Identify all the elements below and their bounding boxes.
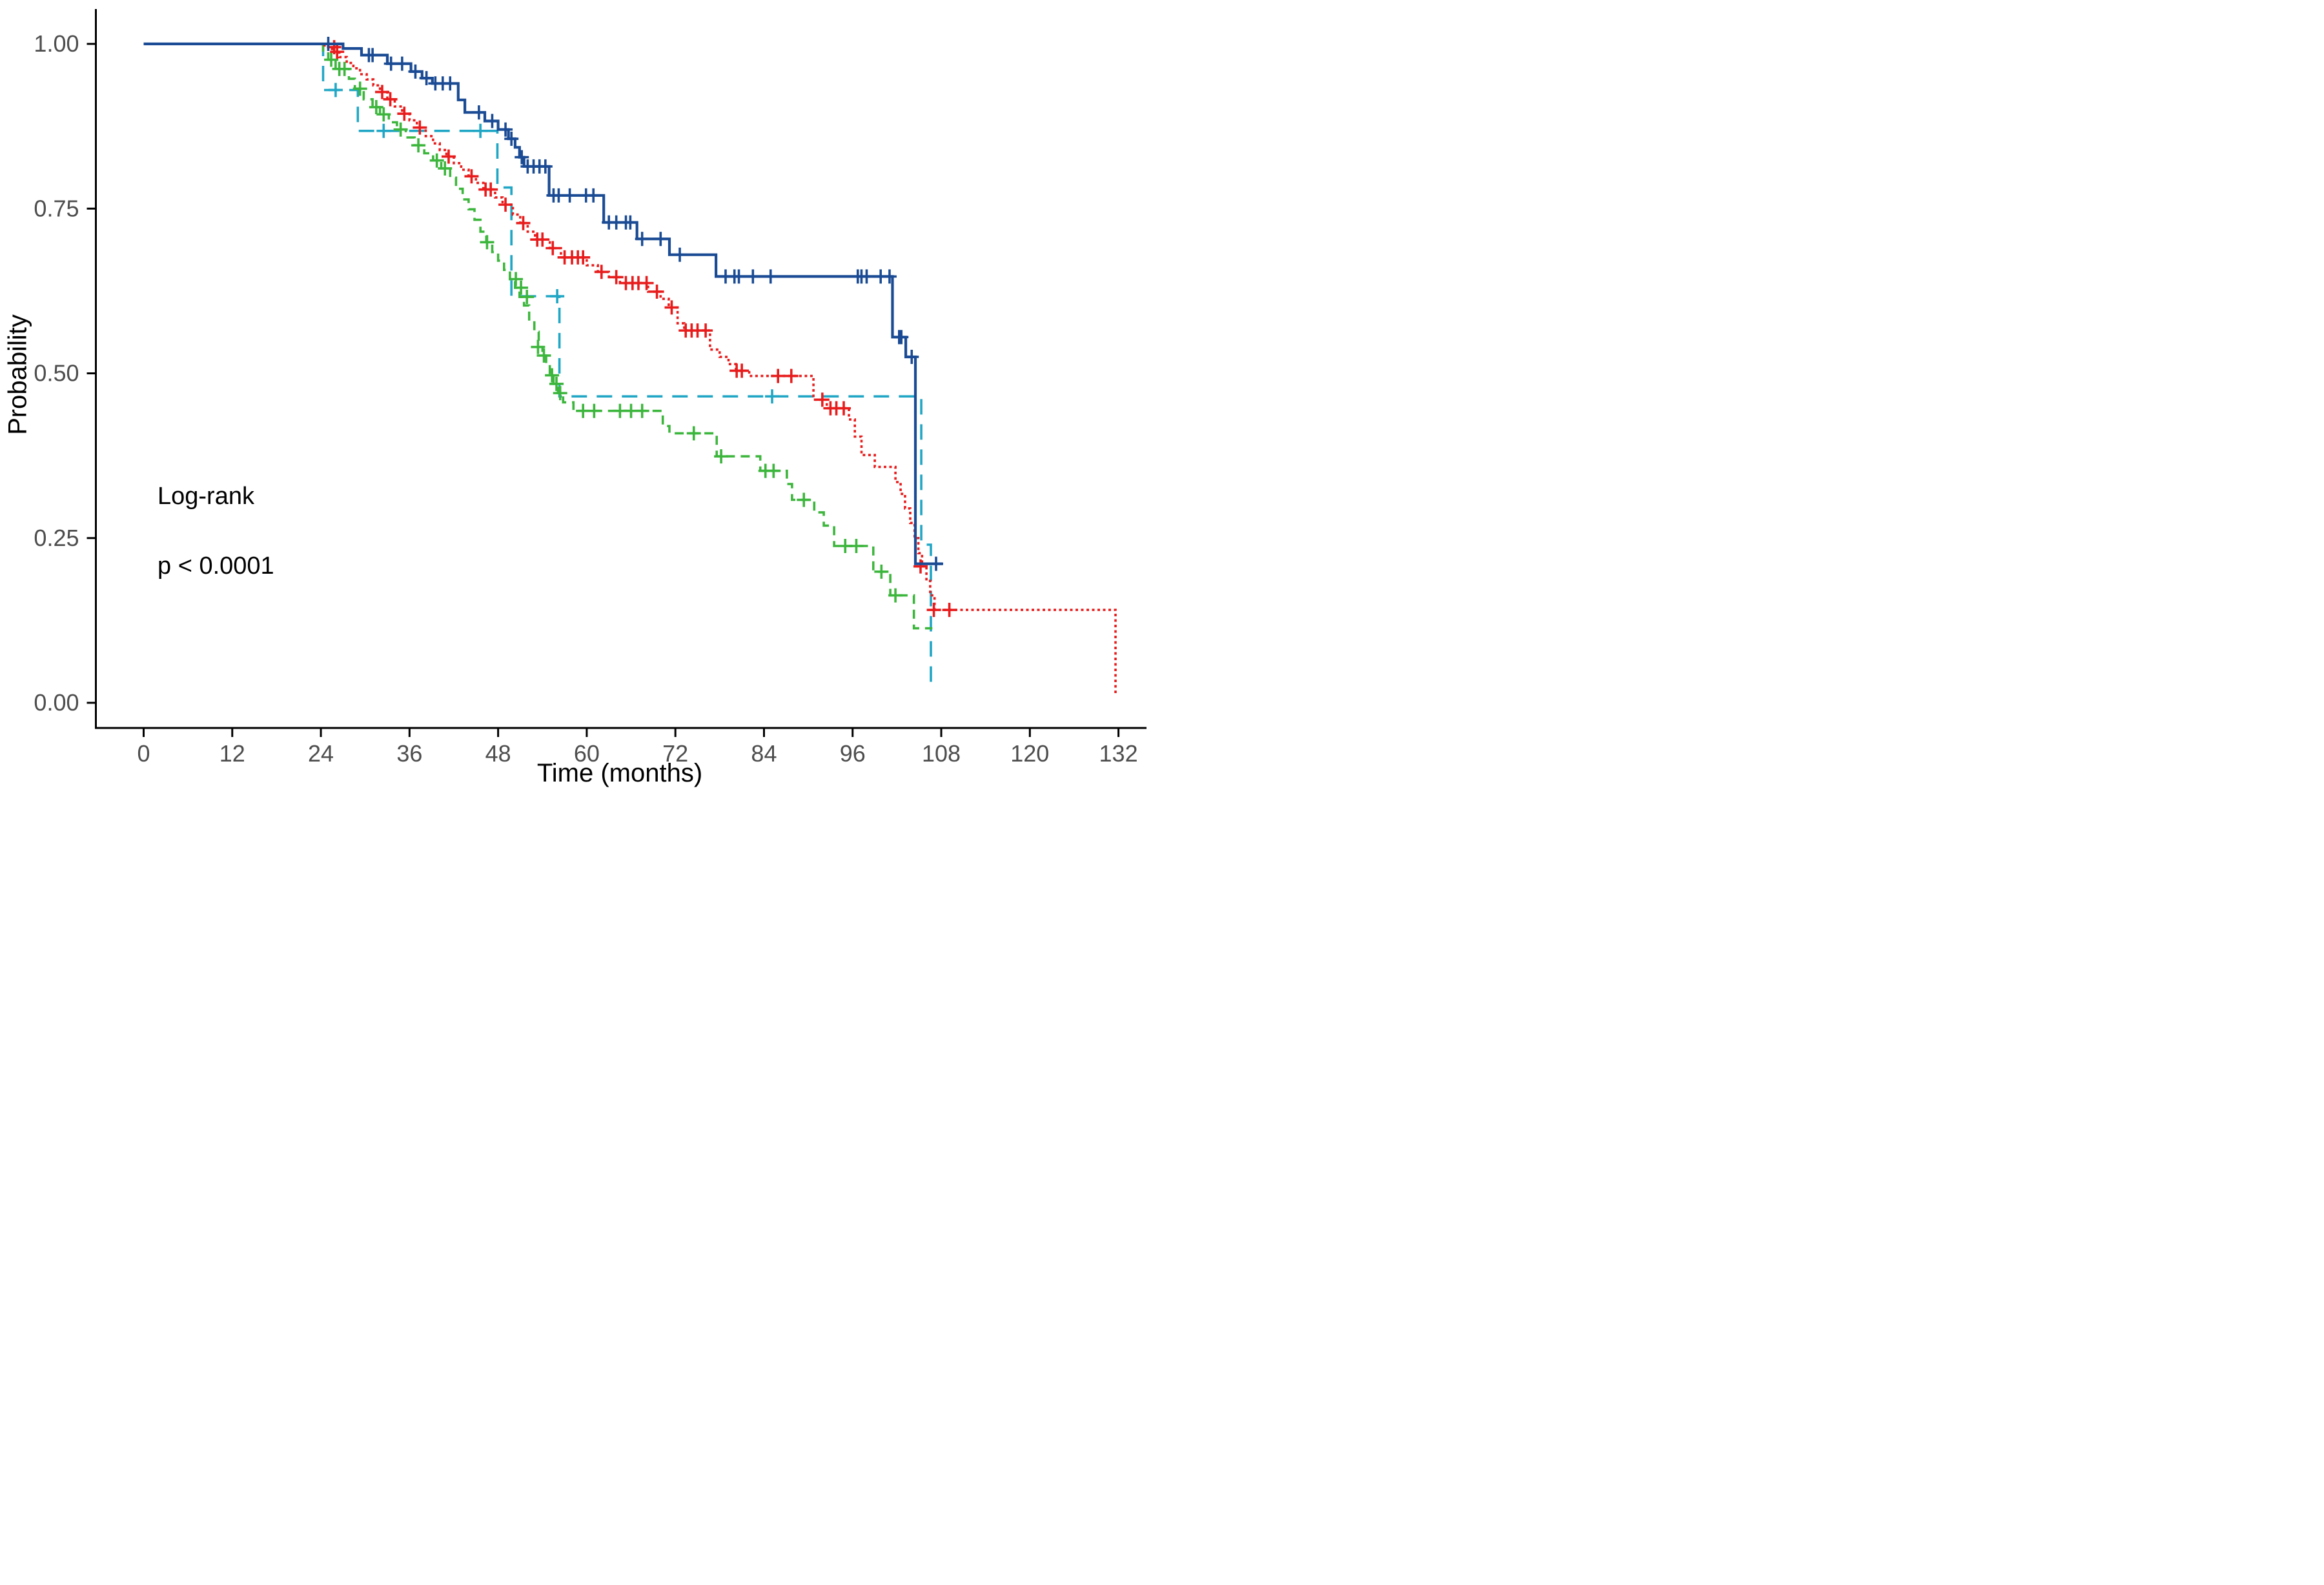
x-tick-label: 0 — [137, 740, 150, 767]
x-tick-label: 12 — [219, 740, 245, 767]
km-plot-figure: 0 12 24 36 48 60 72 84 96 108 120 132 0.00 0.25 0.50 0.… — [0, 0, 1162, 792]
y-tick-label: 1.00 — [34, 30, 79, 57]
x-tick-label: 72 — [662, 740, 688, 767]
group-cyan-curve — [143, 43, 932, 687]
group-red-curve — [143, 43, 1117, 694]
plot-canvas: 0 12 24 36 48 60 72 84 96 108 120 132 0.00 0.25 0.50 0.… — [34, 9, 1147, 767]
y-tick-label: 0.50 — [34, 360, 79, 387]
x-tick-label: 120 — [1010, 740, 1049, 767]
logrank-annotation: Log-rank — [158, 483, 254, 510]
x-tick-label: 84 — [751, 740, 777, 767]
x-tick-label: 60 — [574, 740, 600, 767]
y-axis-title: Probability — [3, 314, 32, 435]
x-axis-title: Time (months) — [536, 759, 703, 787]
x-tick-label: 132 — [1099, 740, 1138, 767]
group-navy-curve — [143, 42, 943, 565]
x-tick-label: 48 — [485, 740, 511, 767]
pvalue-annotation: p < 0.0001 — [158, 552, 274, 580]
group-green-curve — [143, 43, 933, 630]
x-tick-label: 24 — [308, 740, 334, 767]
x-tick-label: 36 — [396, 740, 422, 767]
x-tick-label: 108 — [922, 740, 961, 767]
y-tick-label: 0.00 — [34, 689, 79, 716]
x-tick-label: 96 — [840, 740, 866, 767]
y-tick-label: 0.25 — [34, 525, 79, 551]
y-tick-label: 0.75 — [34, 195, 79, 221]
